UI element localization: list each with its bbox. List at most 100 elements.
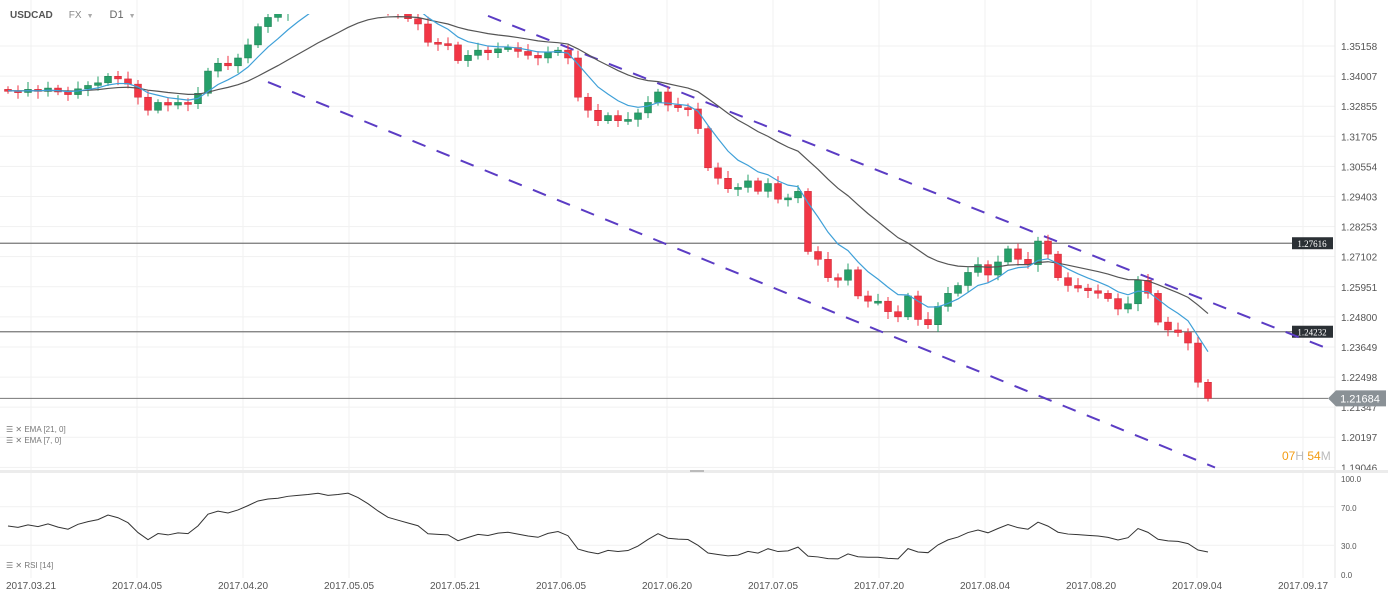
panel-resize-handle[interactable] (690, 470, 704, 472)
close-icon[interactable]: ✕ (15, 425, 23, 434)
ema21-line (7, 16, 1209, 314)
candle-bullish (264, 17, 272, 27)
candle-bullish (504, 47, 512, 50)
close-icon[interactable]: ✕ (15, 561, 23, 570)
candle-bearish (594, 110, 602, 121)
candle-bearish (1014, 248, 1022, 260)
rsi-tick-label: 30.0 (1341, 542, 1357, 551)
candle-bearish (894, 311, 902, 318)
market-selector[interactable]: FX ▼ (69, 10, 94, 21)
candle-bullish (174, 102, 182, 106)
candle-bearish (754, 180, 762, 192)
candle-bullish (274, 14, 282, 18)
candle-bearish (424, 23, 432, 43)
candle-bullish (794, 191, 802, 199)
current-price-label-bg (1328, 390, 1386, 407)
date-tick-label: 2017.06.05 (536, 581, 586, 592)
candle-bullish (654, 91, 662, 103)
candle-bullish (604, 115, 612, 121)
level-label: 1.27616 (1297, 239, 1327, 249)
candle-bearish (524, 51, 532, 56)
candle-bearish (854, 269, 862, 297)
candle-bullish (974, 264, 982, 273)
indicator-label: EMA [21, 0] (24, 425, 66, 434)
level-label-bg (1292, 325, 1333, 338)
price-tick-label: 1.25951 (1341, 283, 1378, 294)
candle-bearish (584, 96, 592, 111)
settings-icon[interactable]: ☰ (6, 436, 14, 445)
candle-bearish (164, 102, 172, 106)
indicator-ema7[interactable]: ☰ ✕ EMA [7, 0] (6, 436, 61, 445)
candle-bearish (664, 91, 672, 106)
date-tick-label: 2017.08.20 (1066, 581, 1116, 592)
rsi-tick-label: 0.0 (1341, 571, 1353, 580)
candle-bearish (1154, 293, 1162, 323)
price-tick-label: 1.20197 (1341, 433, 1378, 444)
price-tick-label: 1.23649 (1341, 343, 1378, 354)
candle-bullish (844, 269, 852, 281)
candle-bearish (714, 167, 722, 179)
settings-icon[interactable]: ☰ (6, 425, 14, 434)
candle-bullish (874, 300, 882, 304)
rsi-line (7, 492, 1209, 560)
price-tick-label: 1.34007 (1341, 72, 1378, 83)
candle-bearish (674, 104, 682, 108)
timeframe-selector[interactable]: D1 ▼ (110, 9, 136, 21)
candle-bearish (184, 102, 192, 105)
date-tick-label: 2017.03.21 (6, 581, 56, 592)
candle-bullish (464, 55, 472, 61)
rsi-tick-label: 100.0 (1341, 475, 1362, 484)
candle-bullish (244, 44, 252, 59)
symbol-label: USDCAD (10, 9, 53, 21)
candle-bullish (1034, 240, 1042, 265)
candle-bearish (114, 76, 122, 80)
date-tick-label: 2017.04.20 (218, 581, 268, 592)
settings-icon[interactable]: ☰ (6, 561, 14, 570)
candle-bearish (224, 62, 232, 67)
candle-bullish (204, 70, 212, 94)
indicator-label: EMA [7, 0] (24, 436, 62, 445)
candle-bearish (924, 319, 932, 325)
candle-bullish (104, 76, 112, 84)
candle-bullish (644, 102, 652, 114)
candle-bearish (454, 44, 462, 61)
candle-bearish (1114, 298, 1122, 310)
date-tick-label: 2017.05.21 (430, 581, 480, 592)
chevron-down-icon: ▼ (86, 12, 94, 20)
price-tick-label: 1.31705 (1341, 132, 1378, 143)
price-tick-label: 1.28253 (1341, 223, 1378, 234)
candle-bullish (934, 306, 942, 325)
candle-bullish (1004, 248, 1012, 263)
candle-bullish (1124, 303, 1132, 310)
candle-bullish (285, 3, 292, 13)
price-tick-label: 1.27102 (1341, 253, 1378, 264)
candle-bullish (295, 0, 302, 3)
candle-bearish (1164, 321, 1172, 331)
indicator-ema21[interactable]: ☰ ✕ EMA [21, 0] (6, 425, 66, 434)
indicator-rsi[interactable]: ☰ ✕ RSI [14] (6, 561, 53, 570)
candle-bearish (484, 49, 492, 53)
candle-bearish (414, 18, 422, 25)
price-plot (4, 0, 1331, 469)
market-label: FX (68, 9, 82, 21)
candle-bearish (684, 107, 692, 110)
candle-bullish (254, 26, 262, 46)
trend-channel-line (267, 81, 1216, 469)
candle-countdown: 07H 54M (1282, 449, 1331, 463)
candle-bearish (814, 251, 822, 260)
candle-bearish (724, 178, 732, 189)
level-label-bg (1292, 237, 1333, 250)
candle-bearish (1174, 329, 1182, 333)
candle-bearish (534, 55, 542, 59)
candle-bearish (574, 57, 582, 98)
close-icon[interactable]: ✕ (15, 436, 23, 445)
candle-bullish (734, 187, 742, 190)
date-tick-label: 2017.04.05 (112, 581, 162, 592)
rsi-tick-label: 70.0 (1341, 504, 1357, 513)
date-tick-label: 2017.09.04 (1172, 581, 1222, 592)
chart-header: USDCAD FX ▼ D1 ▼ (10, 9, 136, 21)
candle-bearish (1194, 342, 1202, 383)
candle-bearish (1084, 287, 1092, 291)
candle-bullish (154, 102, 162, 111)
